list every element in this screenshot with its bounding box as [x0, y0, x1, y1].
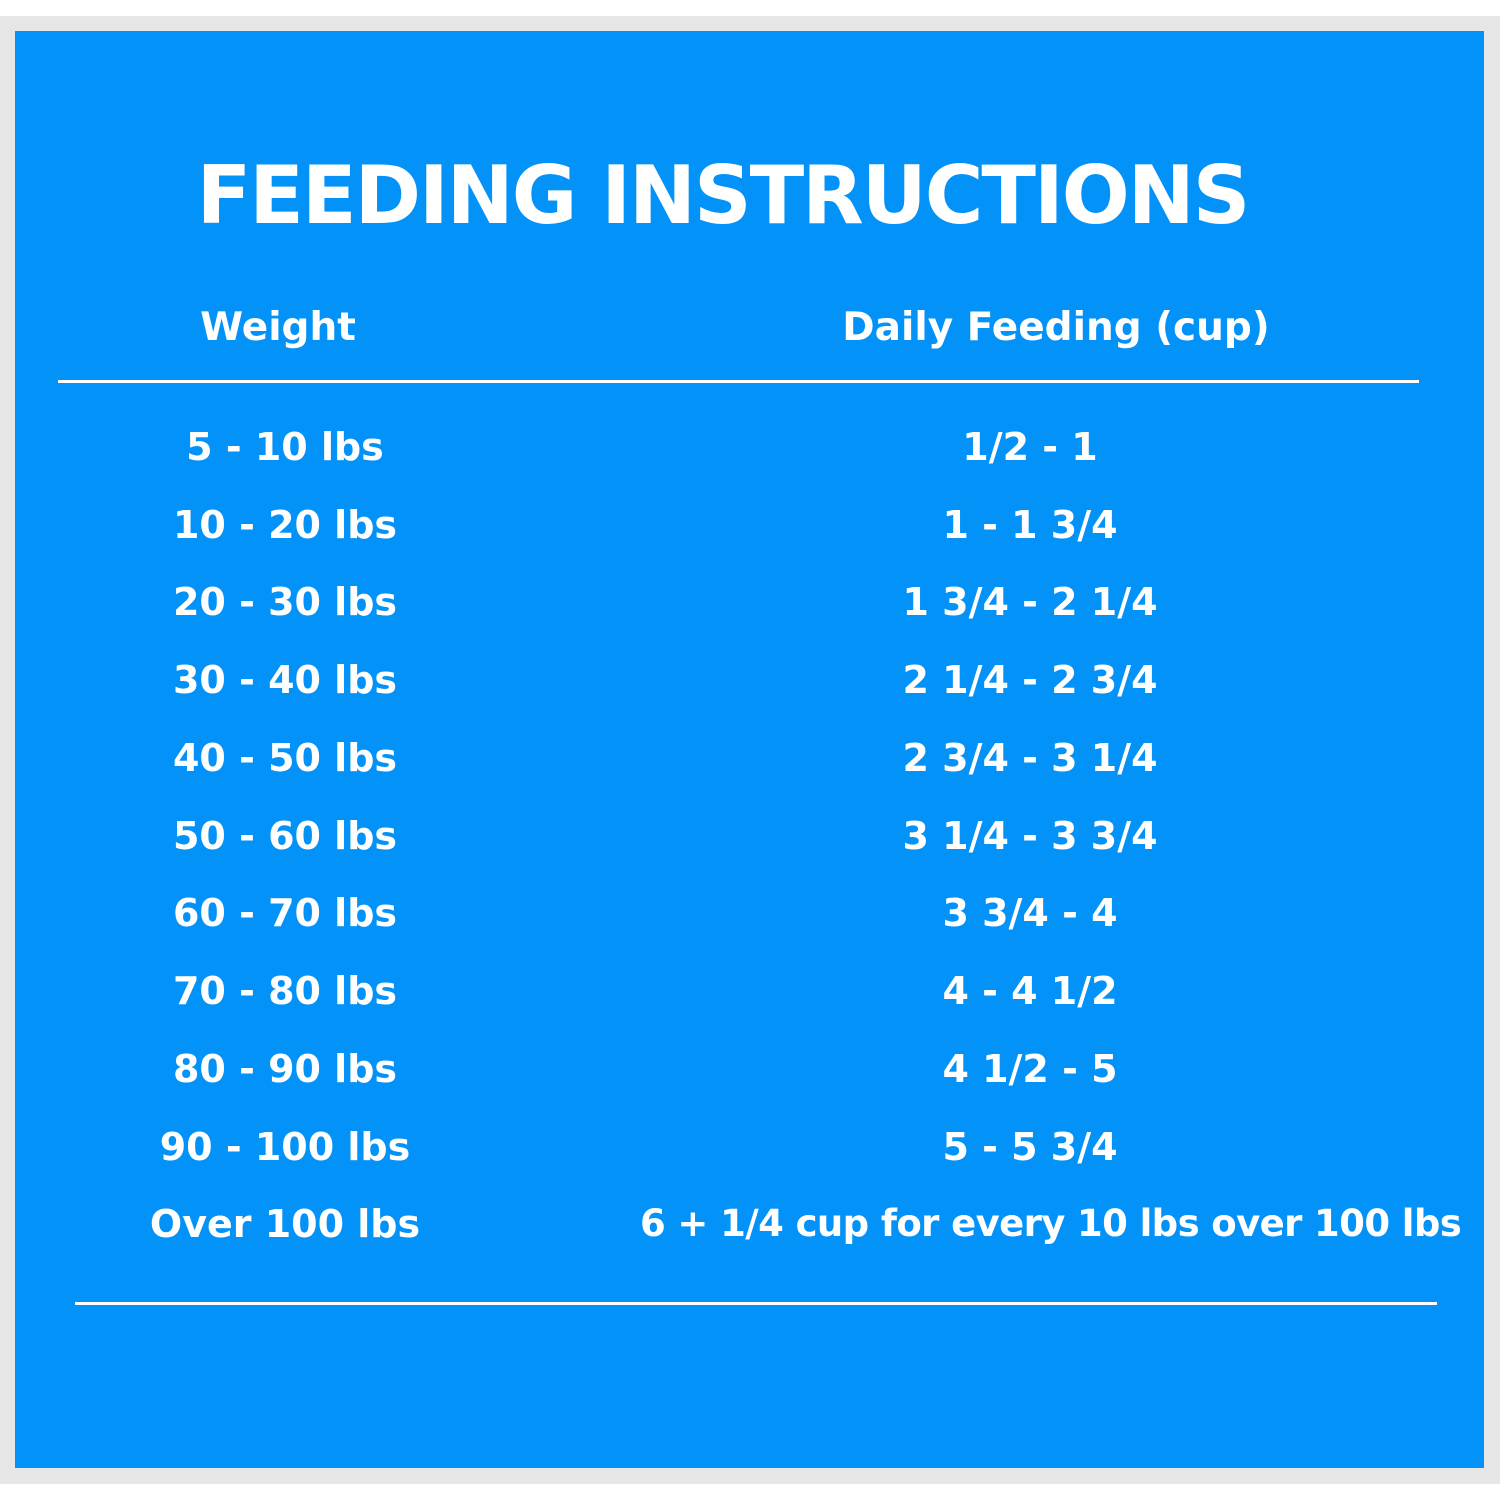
weight-cell: 30 - 40 lbs — [172, 658, 398, 702]
feeding-cell: 3 1/4 - 3 3/4 — [902, 814, 1158, 858]
weight-cell: 10 - 20 lbs — [172, 503, 398, 547]
feeding-cell: 1 3/4 - 2 1/4 — [902, 580, 1158, 624]
feeding-cell: 4 1/2 - 5 — [942, 1047, 1118, 1091]
page-title: FEEDING INSTRUCTIONS — [196, 149, 1251, 242]
table-row: 10 - 20 lbs 1 - 1 3/4 — [0, 495, 1500, 555]
weight-cell: 80 - 90 lbs — [172, 1047, 398, 1091]
table-row: 30 - 40 lbs 2 1/4 - 2 3/4 — [0, 650, 1500, 710]
feeding-cell: 1/2 - 1 — [962, 425, 1098, 469]
weight-cell: 90 - 100 lbs — [159, 1125, 411, 1169]
table-row: 40 - 50 lbs 2 3/4 - 3 1/4 — [0, 728, 1500, 788]
feeding-cell: 6 + 1/4 cup for every 10 lbs over 100 lb… — [640, 1202, 1462, 1245]
table-row: 90 - 100 lbs 5 - 5 3/4 — [0, 1117, 1500, 1177]
header-divider — [58, 380, 1419, 383]
weight-cell: Over 100 lbs — [149, 1202, 421, 1246]
feeding-cell: 1 - 1 3/4 — [942, 503, 1118, 547]
weight-cell: 40 - 50 lbs — [172, 736, 398, 780]
table-row: 50 - 60 lbs 3 1/4 - 3 3/4 — [0, 806, 1500, 866]
weight-cell: 70 - 80 lbs — [172, 969, 398, 1013]
table-row: 5 - 10 lbs 1/2 - 1 — [0, 417, 1500, 477]
feeding-cell: 3 3/4 - 4 — [942, 891, 1118, 935]
weight-cell: 5 - 10 lbs — [186, 425, 384, 469]
footer-divider — [75, 1302, 1437, 1305]
table-row: 80 - 90 lbs 4 1/2 - 5 — [0, 1039, 1500, 1099]
weight-cell: 60 - 70 lbs — [172, 891, 398, 935]
table-row: 70 - 80 lbs 4 - 4 1/2 — [0, 961, 1500, 1021]
table-row: 60 - 70 lbs 3 3/4 - 4 — [0, 883, 1500, 943]
feeding-cell: 4 - 4 1/2 — [942, 969, 1118, 1013]
feeding-cell: 2 3/4 - 3 1/4 — [902, 736, 1158, 780]
table-row: 20 - 30 lbs 1 3/4 - 2 1/4 — [0, 572, 1500, 632]
weight-cell: 50 - 60 lbs — [172, 814, 398, 858]
blue-panel — [15, 31, 1484, 1468]
column-header-daily-feeding: Daily Feeding (cup) — [842, 305, 1270, 350]
feeding-cell: 2 1/4 - 2 3/4 — [902, 658, 1158, 702]
column-header-weight: Weight — [200, 305, 356, 350]
weight-cell: 20 - 30 lbs — [172, 580, 398, 624]
table-row: Over 100 lbs 6 + 1/4 cup for every 10 lb… — [0, 1194, 1500, 1254]
feeding-cell: 5 - 5 3/4 — [942, 1125, 1118, 1169]
